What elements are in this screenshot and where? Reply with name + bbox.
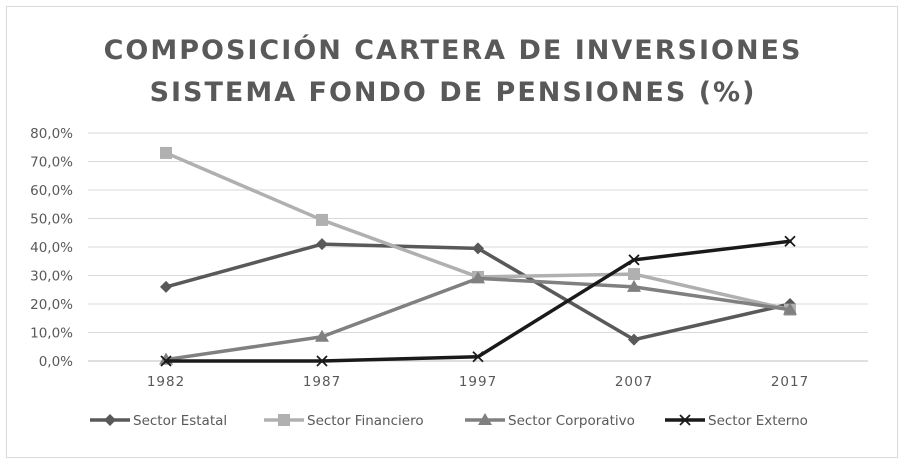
legend-item-sector-financiero: Sector Financiero <box>264 413 424 429</box>
chart-frame <box>6 6 898 458</box>
chart-title-line-2: SISTEMA FONDO DE PENSIONES (%) <box>149 77 757 108</box>
y-tick-label: 60,0% <box>30 183 73 199</box>
legend-label: Sector Externo <box>708 413 808 429</box>
chart-title-line-1: COMPOSICIÓN CARTERA DE INVERSIONES <box>103 35 803 66</box>
legend-item-sector-externo: Sector Externo <box>665 413 808 429</box>
data-point-sector-externo <box>316 355 328 367</box>
y-tick-label: 40,0% <box>30 240 73 256</box>
legend-marker <box>679 414 691 426</box>
data-point-sector-externo <box>160 355 172 367</box>
legend-label: Sector Corporativo <box>508 413 635 429</box>
series-lines <box>159 146 797 367</box>
data-point-sector-corporativo <box>627 279 641 292</box>
legend: Sector Estatal Sector Financiero Sector Co… <box>90 413 808 429</box>
data-point-sector-externo <box>784 235 796 247</box>
data-point-sector-externo-stroke <box>316 355 328 367</box>
chart-title: COMPOSICIÓN CARTERA DE INVERSIONES SISTE… <box>0 30 906 114</box>
legend-marker-stroke <box>679 414 691 426</box>
legend-label: Sector Estatal <box>133 413 227 429</box>
series-line-sector-externo <box>164 239 792 363</box>
legend-item-sector-corporativo: Sector Corporativo <box>465 413 635 429</box>
data-point-sector-externo <box>472 351 484 363</box>
y-tick-label: 20,0% <box>30 297 73 313</box>
series-sector-financiero <box>160 146 796 316</box>
data-point-sector-financiero <box>628 268 640 281</box>
data-point-sector-externo-stroke <box>784 235 796 247</box>
y-tick-label: 70,0% <box>30 155 73 171</box>
x-tick-label: 2017 <box>771 374 809 390</box>
data-point-sector-estatal <box>628 333 640 346</box>
series-sector-estatal <box>160 238 796 346</box>
data-point-sector-estatal <box>316 238 328 251</box>
data-point-sector-estatal <box>160 280 172 293</box>
y-tick-label: 50,0% <box>30 212 73 228</box>
series-line-sector-corporativo <box>164 276 792 362</box>
data-point-sector-financiero <box>160 146 172 159</box>
x-tick-label: 1987 <box>303 374 341 390</box>
data-point-sector-corporativo <box>783 302 797 315</box>
data-point-sector-externo-stroke <box>628 254 640 266</box>
series-sector-externo <box>160 235 796 367</box>
legend-item-sector-estatal: Sector Estatal <box>90 413 227 429</box>
legend-marker <box>278 414 290 426</box>
series-sector-corporativo <box>159 271 797 365</box>
legend-marker <box>478 413 492 425</box>
data-point-sector-corporativo <box>315 329 329 342</box>
y-axis-tick-labels: 0,0% 10,0% 20,0% 30,0% 40,0% 50,0% 60,0% 70,0% 8… <box>30 126 73 370</box>
x-axis-tick-labels: 1982 1987 1997 2007 2017 <box>147 374 809 390</box>
data-point-sector-financiero <box>316 213 328 226</box>
data-point-sector-externo-stroke <box>472 351 484 363</box>
x-tick-label: 1982 <box>147 374 185 390</box>
data-point-sector-externo-stroke <box>160 355 172 367</box>
legend-label: Sector Financiero <box>307 413 424 429</box>
series-line-sector-estatal <box>164 242 792 342</box>
x-tick-label: 2007 <box>615 374 653 390</box>
data-point-sector-corporativo <box>471 271 485 284</box>
series-line-sector-financiero <box>164 151 792 312</box>
y-tick-label: 10,0% <box>30 326 73 342</box>
data-point-sector-estatal <box>472 242 484 255</box>
data-point-sector-externo <box>628 254 640 266</box>
y-tick-label: 0,0% <box>39 354 73 370</box>
x-tick-label: 1997 <box>459 374 497 390</box>
legend-marker <box>104 414 116 426</box>
y-tick-label: 80,0% <box>30 126 73 142</box>
y-tick-label: 30,0% <box>30 269 73 285</box>
